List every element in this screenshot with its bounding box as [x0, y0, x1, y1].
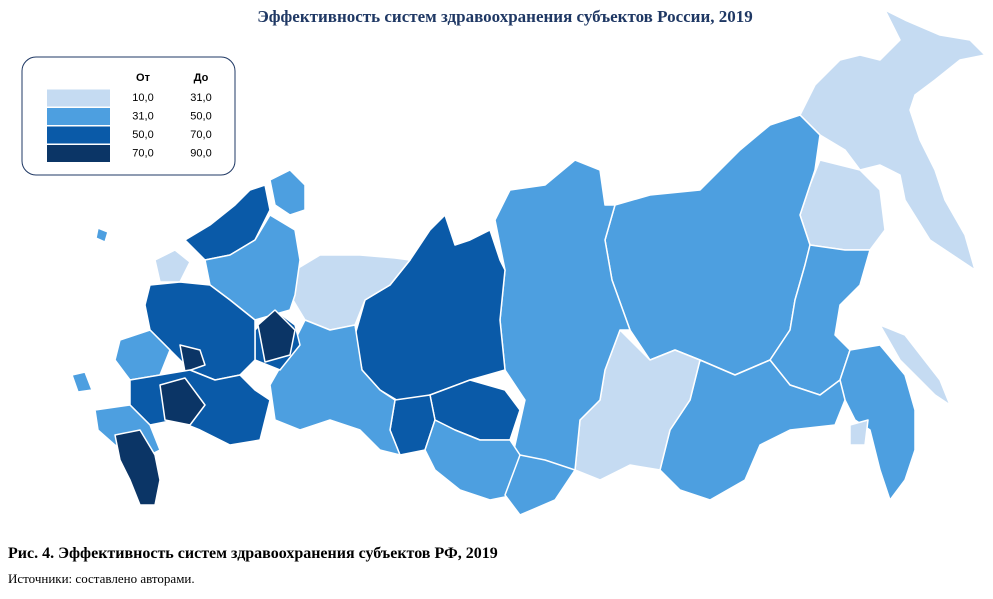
legend: От До 10,0 31,0 31,0 50,0 50,0 70,0 70,0 90,0	[21, 56, 236, 176]
region	[504, 454, 576, 516]
legend-to: 50,0	[190, 110, 211, 122]
region	[354, 214, 506, 406]
region	[179, 344, 206, 373]
region	[879, 324, 951, 406]
map: Эффективность систем здравоохранения суб…	[21, 7, 986, 516]
legend-header: До	[194, 72, 209, 84]
legend-header: От	[136, 72, 151, 84]
region	[289, 254, 411, 331]
region	[154, 249, 191, 283]
legend-swatch	[47, 108, 110, 125]
legend-to: 90,0	[190, 147, 211, 159]
legend-rows: 10,0 31,0 31,0 50,0 50,0 70,0 70,0 90,0	[47, 89, 212, 162]
region	[257, 309, 296, 363]
legend-to: 70,0	[190, 129, 211, 141]
caption: Рис. 4. Эффективность систем здравоохран…	[8, 545, 498, 562]
region	[71, 371, 93, 393]
source: Источники: составлено авторами.	[8, 571, 195, 586]
region	[269, 169, 306, 216]
region	[849, 419, 869, 446]
region	[159, 377, 206, 426]
legend-from: 31,0	[132, 110, 153, 122]
region	[494, 159, 631, 516]
legend-swatch	[47, 126, 110, 144]
region	[95, 227, 109, 243]
region	[114, 429, 161, 506]
region	[799, 9, 986, 271]
regions	[71, 9, 986, 516]
map-title: Эффективность систем здравоохранения суб…	[257, 7, 753, 26]
legend-to: 31,0	[190, 92, 211, 104]
legend-swatch	[47, 145, 110, 162]
region	[269, 319, 401, 456]
legend-swatch	[47, 89, 110, 107]
legend-from: 50,0	[132, 129, 153, 141]
region	[839, 344, 916, 501]
legend-from: 10,0	[132, 92, 153, 104]
legend-from: 70,0	[132, 147, 153, 159]
